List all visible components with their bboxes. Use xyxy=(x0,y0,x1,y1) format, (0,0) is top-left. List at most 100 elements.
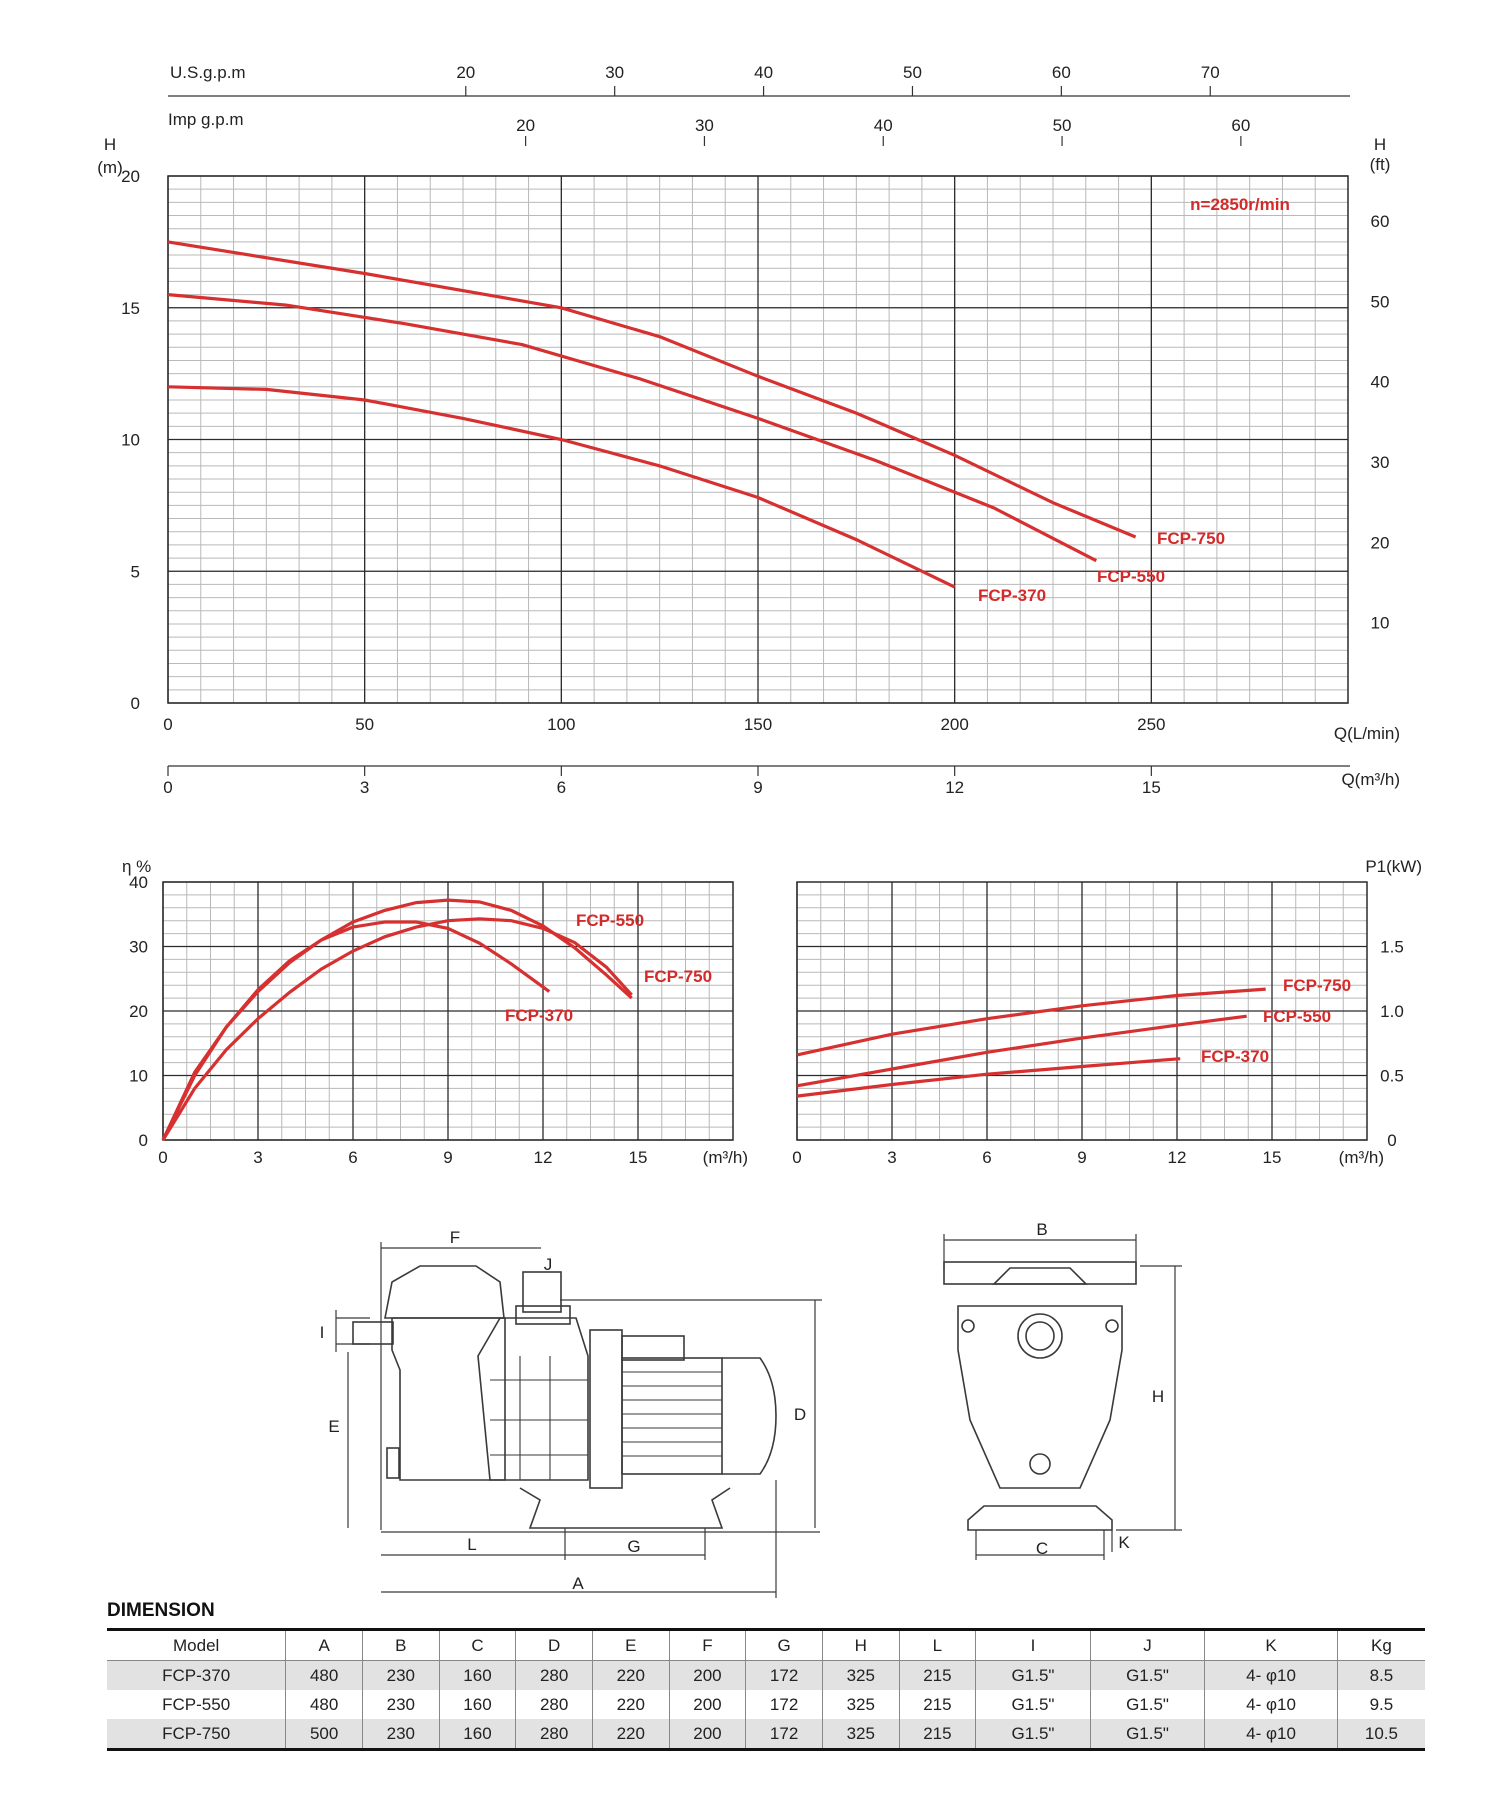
y-tick-label: 0 xyxy=(131,694,140,713)
impgpm-tick-label: 40 xyxy=(874,116,893,135)
table-cell: 4- φ10 xyxy=(1204,1719,1338,1750)
x-tick-label: 250 xyxy=(1137,715,1165,734)
table-cell: 4- φ10 xyxy=(1204,1690,1338,1719)
impgpm-tick-label: 50 xyxy=(1053,116,1072,135)
series-label-fcp-550: FCP-550 xyxy=(1263,1007,1331,1026)
plot-frame xyxy=(162,881,734,1141)
m3h-tick-label: 6 xyxy=(557,778,566,797)
table-cell: 8.5 xyxy=(1336,1660,1425,1690)
table-cell: 220 xyxy=(591,1690,670,1719)
column-header: B xyxy=(361,1629,440,1661)
series-line-fcp-370 xyxy=(796,1057,1181,1098)
x-tick-label: 9 xyxy=(443,1148,452,1167)
usgpm-tick-label: 20 xyxy=(456,63,475,82)
column-header: L xyxy=(898,1629,976,1661)
table-cell: 172 xyxy=(745,1719,823,1750)
table-cell: 200 xyxy=(668,1660,746,1690)
table-cell: 200 xyxy=(668,1719,746,1750)
series-label-fcp-750: FCP-750 xyxy=(1283,976,1351,995)
table-cell: 280 xyxy=(515,1660,593,1690)
x-tick-label: 6 xyxy=(982,1148,991,1167)
x-tick-label: 150 xyxy=(744,715,772,734)
series-line-fcp-750 xyxy=(167,240,1137,539)
table-cell: 160 xyxy=(438,1719,516,1750)
impgpm-tick-label: 60 xyxy=(1231,116,1250,135)
x-tick-label: 15 xyxy=(629,1148,648,1167)
plot-frame xyxy=(167,175,1349,704)
y-tick-label: 20 xyxy=(129,1002,148,1021)
table-cell: 215 xyxy=(898,1690,976,1719)
table-cell: 10.5 xyxy=(1336,1719,1425,1750)
table-cell: 230 xyxy=(361,1719,440,1750)
table-cell: 480 xyxy=(285,1690,363,1719)
column-header: G xyxy=(745,1629,823,1661)
y-axis-unit: (m) xyxy=(97,158,122,177)
column-header: D xyxy=(515,1629,593,1661)
table-cell: FCP-750 xyxy=(107,1719,286,1750)
table-cell: 230 xyxy=(361,1690,440,1719)
table-cell: 215 xyxy=(898,1660,976,1690)
column-header: Kg xyxy=(1336,1629,1425,1661)
plot-frame xyxy=(796,881,1368,1141)
m3h-tick-label: 15 xyxy=(1142,778,1161,797)
table-cell: G1.5" xyxy=(1089,1690,1205,1719)
column-header: F xyxy=(668,1629,746,1661)
x-tick-label: 3 xyxy=(253,1148,262,1167)
m3h-tick-label: 0 xyxy=(163,778,172,797)
x-tick-label: 0 xyxy=(158,1148,167,1167)
x-tick-label: 6 xyxy=(348,1148,357,1167)
y-tick-label: 1.5 xyxy=(1380,938,1404,957)
column-header: I xyxy=(975,1629,1091,1661)
column-header: Model xyxy=(107,1629,286,1661)
table-cell: 480 xyxy=(285,1660,363,1690)
usgpm-tick-label: 60 xyxy=(1052,63,1071,82)
series-line-fcp-750 xyxy=(796,987,1266,1057)
table-cell: G1.5" xyxy=(975,1719,1091,1750)
table-cell: 4- φ10 xyxy=(1204,1660,1338,1690)
y-tick-label: 0 xyxy=(139,1131,148,1150)
table-cell: 215 xyxy=(898,1719,976,1750)
y-tick-label: 30 xyxy=(129,938,148,957)
y-tick-label: 1.0 xyxy=(1380,1002,1404,1021)
y-tick-label: 10 xyxy=(121,431,140,450)
x-tick-label: 0 xyxy=(792,1148,801,1167)
series-label-fcp-370: FCP-370 xyxy=(1201,1047,1269,1066)
table-row: FCP-750 500 230 160 280 220 200 172 325 215 G1.5" G… xyxy=(107,1719,1425,1750)
series-label-fcp-370: FCP-370 xyxy=(978,586,1046,605)
table-cell: 160 xyxy=(438,1660,516,1690)
dimension-table: Model A B C D E F G H L I J K Kg FCP-370 480 230 160 280 2… xyxy=(107,1628,1425,1751)
x-tick-label: 12 xyxy=(534,1148,553,1167)
usgpm-tick-label: 30 xyxy=(605,63,624,82)
y-axis-label: H xyxy=(104,135,116,154)
speed-annotation: n=2850r/min xyxy=(1190,195,1290,214)
y-axis-label: P1(kW) xyxy=(1365,857,1422,876)
x-tick-label: 50 xyxy=(355,715,374,734)
y-tick-label: 5 xyxy=(131,562,140,581)
y-right-tick-label: 30 xyxy=(1371,453,1390,472)
x-tick-label: 3 xyxy=(887,1148,896,1167)
table-cell: 200 xyxy=(668,1690,746,1719)
table-row: FCP-370 480 230 160 280 220 200 172 325 215 G1.5" G… xyxy=(107,1660,1425,1690)
table-cell: 325 xyxy=(821,1719,900,1750)
series-line-fcp-750 xyxy=(161,917,633,1141)
dimension-title: DIMENSION xyxy=(107,1600,215,1621)
x-tick-label: 12 xyxy=(1168,1148,1187,1167)
series-label-fcp-750: FCP-750 xyxy=(1157,529,1225,548)
y-tick-label: 20 xyxy=(121,167,140,186)
y-right-axis-unit: (ft) xyxy=(1370,155,1391,174)
table-cell: 220 xyxy=(591,1660,670,1690)
column-header: J xyxy=(1089,1629,1205,1661)
table-cell: 500 xyxy=(285,1719,363,1750)
table-cell: 172 xyxy=(745,1660,823,1690)
x-axis-label: (m³/h) xyxy=(1339,1148,1384,1167)
table-cell: G1.5" xyxy=(1089,1660,1205,1690)
column-header: A xyxy=(285,1629,363,1661)
table-cell: 9.5 xyxy=(1336,1690,1425,1719)
impgpm-tick-label: 30 xyxy=(695,116,714,135)
table-cell: FCP-550 xyxy=(162,1694,231,1714)
m3h-axis-label: Q(m³/h) xyxy=(1341,770,1400,789)
y-tick-label: 15 xyxy=(121,299,140,318)
table-cell: FCP-370 xyxy=(107,1660,286,1690)
m3h-tick-label: 9 xyxy=(753,778,762,797)
